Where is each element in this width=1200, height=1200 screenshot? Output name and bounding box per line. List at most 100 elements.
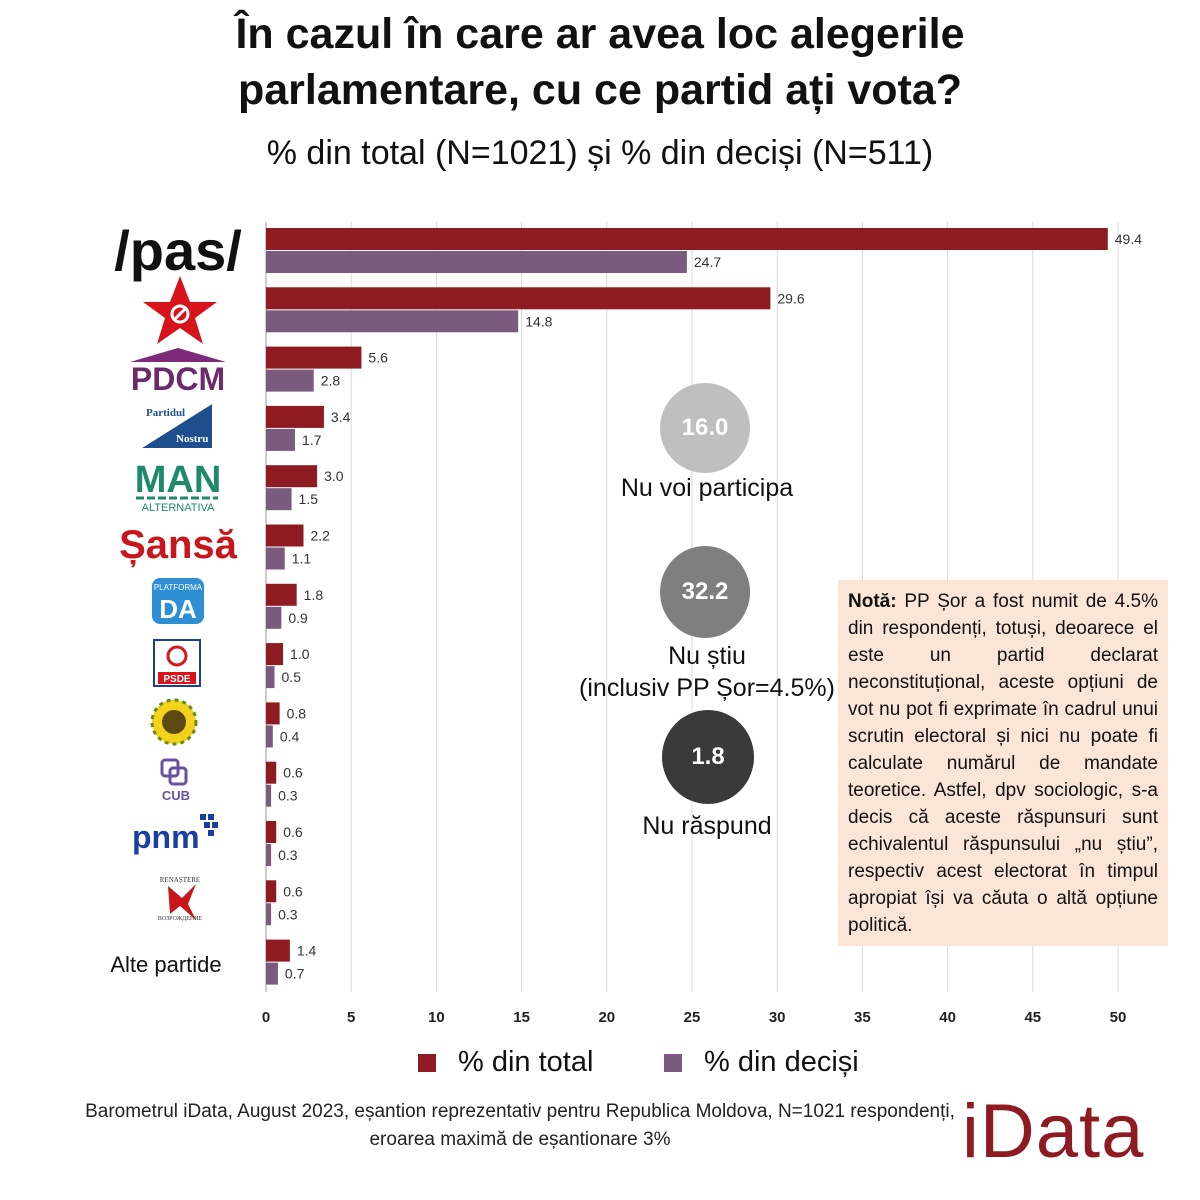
renastere-text: RENAȘTERE bbox=[160, 876, 200, 884]
bar-decisi bbox=[266, 251, 687, 273]
bars: 49.4 24.7 29.6 14.8 5.6 2.8 3.4 1.7 3.0 1.5 2.2 1.1… bbox=[266, 228, 1142, 985]
note-bold: Notă: bbox=[848, 591, 897, 612]
bar-total bbox=[266, 939, 290, 962]
x-tick-label: 20 bbox=[598, 1009, 615, 1026]
value-label-decisi: 0.9 bbox=[288, 610, 308, 626]
pnm-text: pnm bbox=[132, 819, 200, 855]
bar-total bbox=[266, 583, 297, 606]
value-label-decisi: 1.7 bbox=[302, 432, 322, 448]
bar-total bbox=[266, 761, 277, 784]
bar-decisi bbox=[266, 844, 272, 866]
alte-partide-label: Alte partide bbox=[110, 952, 221, 977]
platforma-da-logo: PLATFORMA DA bbox=[152, 578, 204, 624]
pnm-logo: pnm bbox=[132, 814, 218, 855]
x-tick-label: 5 bbox=[347, 1009, 355, 1026]
cub-logo: CUB bbox=[160, 758, 190, 803]
note-box: Notă: PP Șor a fost numit de 4.5% din re… bbox=[838, 580, 1168, 946]
value-label-total: 1.4 bbox=[297, 943, 317, 959]
nostru-text: Nostru bbox=[176, 433, 208, 445]
vozrozhdenie-text: ВОЗРОЖДЕНИЕ bbox=[158, 916, 203, 922]
bar-total bbox=[266, 643, 284, 666]
x-tick-label: 40 bbox=[939, 1009, 956, 1026]
value-label-decisi: 0.5 bbox=[282, 669, 302, 685]
title-line-2: parlamentare, cu ce partid ați vota? bbox=[237, 66, 963, 114]
value-label-decisi: 2.8 bbox=[321, 373, 341, 389]
bar-total bbox=[266, 287, 771, 310]
bar-total bbox=[266, 346, 362, 369]
x-tick-label: 10 bbox=[428, 1009, 445, 1026]
renastere-logo: RENAȘTERE ВОЗРОЖДЕНИЕ bbox=[158, 876, 203, 922]
logos: /pas/ PDCM Partidul Nostru MAN ALTERNATI… bbox=[110, 219, 242, 977]
value-label-total: 0.6 bbox=[283, 824, 303, 840]
chart-title: În cazul în care ar avea loc alegerile p… bbox=[0, 6, 1200, 118]
value-label-total: 29.6 bbox=[777, 290, 804, 306]
bar-total bbox=[266, 524, 304, 547]
value-label-total: 0.8 bbox=[287, 705, 307, 721]
bar-decisi bbox=[266, 606, 282, 629]
value-label-total: 1.0 bbox=[290, 646, 310, 662]
bar-decisi bbox=[266, 310, 519, 333]
value-label-decisi: 0.7 bbox=[285, 966, 305, 982]
value-label-decisi: 0.3 bbox=[278, 847, 298, 863]
legend-item-total: % din total bbox=[418, 1046, 593, 1079]
x-tick-label: 45 bbox=[1024, 1009, 1041, 1026]
legend-label-total: % din total bbox=[458, 1046, 594, 1078]
x-tick-label: 15 bbox=[513, 1009, 530, 1026]
circle-value: 16.0 bbox=[681, 414, 729, 441]
source-note: Barometrul iData, August 2023, eșantion … bbox=[85, 1101, 955, 1150]
value-label-decisi: 1.5 bbox=[299, 491, 319, 507]
x-tick-label: 25 bbox=[684, 1009, 701, 1026]
communist-star-logo bbox=[143, 276, 217, 344]
value-label-total: 2.2 bbox=[310, 528, 330, 544]
cub-text: CUB bbox=[162, 788, 190, 803]
circle-value: 1.8 bbox=[691, 743, 725, 770]
bar-decisi bbox=[266, 428, 295, 451]
value-label-total: 3.4 bbox=[331, 409, 351, 425]
chart-subtitle: % din total (N=1021) și % din deciși (N=… bbox=[266, 134, 934, 172]
psde-text: PSDE bbox=[163, 674, 191, 685]
partidul-text: Partidul bbox=[146, 407, 185, 419]
circle-nu-stiu: 32.2 bbox=[660, 546, 750, 638]
x-tick-label: 0 bbox=[262, 1009, 270, 1026]
bar-decisi bbox=[266, 903, 272, 926]
circle-value: 32.2 bbox=[681, 578, 729, 605]
bar-decisi bbox=[266, 488, 292, 511]
bar-total bbox=[266, 702, 280, 725]
circle-label-nu-voi-participa: Nu voi participa bbox=[620, 474, 794, 502]
x-axis-ticks: 0 5 10 15 20 25 30 35 40 45 50 bbox=[262, 1009, 1127, 1026]
circle-nu-voi-participa: 16.0 bbox=[660, 383, 750, 473]
value-label-decisi: 0.3 bbox=[278, 788, 298, 804]
sansa-logo: Șansă bbox=[119, 523, 238, 567]
value-label-total: 1.8 bbox=[304, 587, 324, 603]
circle-label-nu-raspund: Nu răspund bbox=[642, 812, 772, 840]
legend-swatch-decisi bbox=[664, 1053, 682, 1072]
value-label-total: 3.0 bbox=[324, 468, 344, 484]
man-text: MAN bbox=[135, 459, 222, 501]
platforma-text: PLATFORMA bbox=[154, 583, 203, 592]
legend: % din total % din deciși bbox=[0, 1046, 1200, 1086]
x-tick-label: 50 bbox=[1110, 1009, 1127, 1026]
circle-nu-raspund: 1.8 bbox=[662, 710, 754, 804]
value-label-decisi: 24.7 bbox=[694, 254, 721, 270]
psde-logo: PSDE bbox=[153, 639, 201, 687]
bar-total bbox=[266, 880, 277, 903]
bar-total bbox=[266, 821, 277, 843]
bar-total bbox=[266, 465, 318, 488]
da-text: DA bbox=[159, 594, 197, 624]
alternativa-text: ALTERNATIVA bbox=[142, 502, 215, 514]
legend-item-decisi: % din deciși bbox=[664, 1046, 859, 1079]
bar-decisi bbox=[266, 962, 278, 985]
bar-total bbox=[266, 405, 324, 428]
value-label-decisi: 14.8 bbox=[525, 313, 552, 329]
x-tick-label: 35 bbox=[854, 1009, 871, 1026]
value-label-total: 5.6 bbox=[368, 350, 388, 366]
bar-decisi bbox=[266, 784, 272, 807]
note-text: PP Șor a fost numit de 4.5% din responde… bbox=[848, 591, 1158, 936]
x-tick-label: 30 bbox=[769, 1009, 786, 1026]
bar-decisi bbox=[266, 725, 273, 748]
circle-label-nu-stiu: Nu știu (inclusiv PP Șor=4.5%) bbox=[579, 642, 835, 702]
title-line-1: În cazul în care ar avea loc alegerile bbox=[235, 10, 965, 58]
sunflower-logo bbox=[150, 698, 198, 746]
bar-decisi bbox=[266, 666, 275, 689]
